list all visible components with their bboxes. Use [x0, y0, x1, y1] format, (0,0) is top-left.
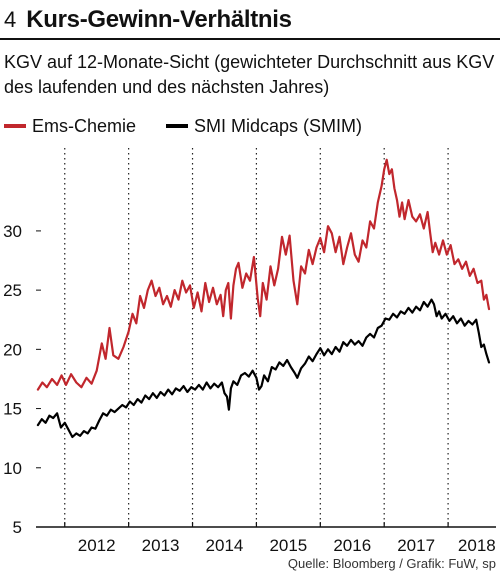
title-rule — [0, 38, 500, 40]
x-tick-label: 2013 — [142, 536, 180, 555]
x-tick-label: 2014 — [206, 536, 244, 555]
y-tick-label: 20 — [3, 340, 22, 359]
series-line-smim — [36, 298, 491, 439]
chart-title: Kurs-Gewinn-Verhältnis — [26, 6, 292, 33]
legend-swatch-ems — [4, 124, 26, 128]
grid-layer — [64, 148, 449, 527]
x-tick-label: 2015 — [269, 536, 307, 555]
x-axis-ticks: 2012 2013 2014 2015 2016 2017 2018 — [64, 522, 496, 555]
chart-number: 4 — [4, 7, 17, 32]
legend-label-ems: Ems-Chemie — [32, 115, 137, 136]
legend-item-ems: Ems-Chemie — [4, 116, 136, 137]
x-tick-label: 2018 — [458, 536, 496, 555]
legend-swatch-smim — [166, 124, 189, 128]
legend-item-smim: SMI Midcaps (SMIM) — [166, 116, 362, 137]
y-tick-label: 30 — [3, 222, 22, 241]
source-note: Quelle: Bloomberg / Grafik: FuW, sp — [287, 556, 496, 571]
series-line-ems — [36, 158, 491, 391]
x-tick-label: 2012 — [78, 536, 116, 555]
y-tick-label: 15 — [3, 400, 22, 419]
series-layer — [36, 158, 491, 439]
y-tick-label: 25 — [3, 281, 22, 300]
y-tick-label: 5 — [13, 518, 22, 537]
line-chart: 5 10 15 20 25 30 2012 2013 2014 2015 2016 2017 2018 — [3, 148, 496, 555]
legend-label-smim: SMI Midcaps (SMIM) — [194, 115, 363, 136]
chart-subtitle: KGV auf 12-Monate-Sicht (gewichteter Dur… — [4, 52, 495, 97]
x-tick-label: 2016 — [333, 536, 371, 555]
y-axis-ticks: 5 10 15 20 25 30 — [3, 222, 41, 537]
y-tick-label: 10 — [3, 459, 22, 478]
x-tick-label: 2017 — [397, 536, 435, 555]
legend: Ems-Chemie SMI Midcaps (SMIM) — [4, 114, 392, 138]
title-row: 4 Kurs-Gewinn-Verhältnis — [4, 6, 292, 34]
